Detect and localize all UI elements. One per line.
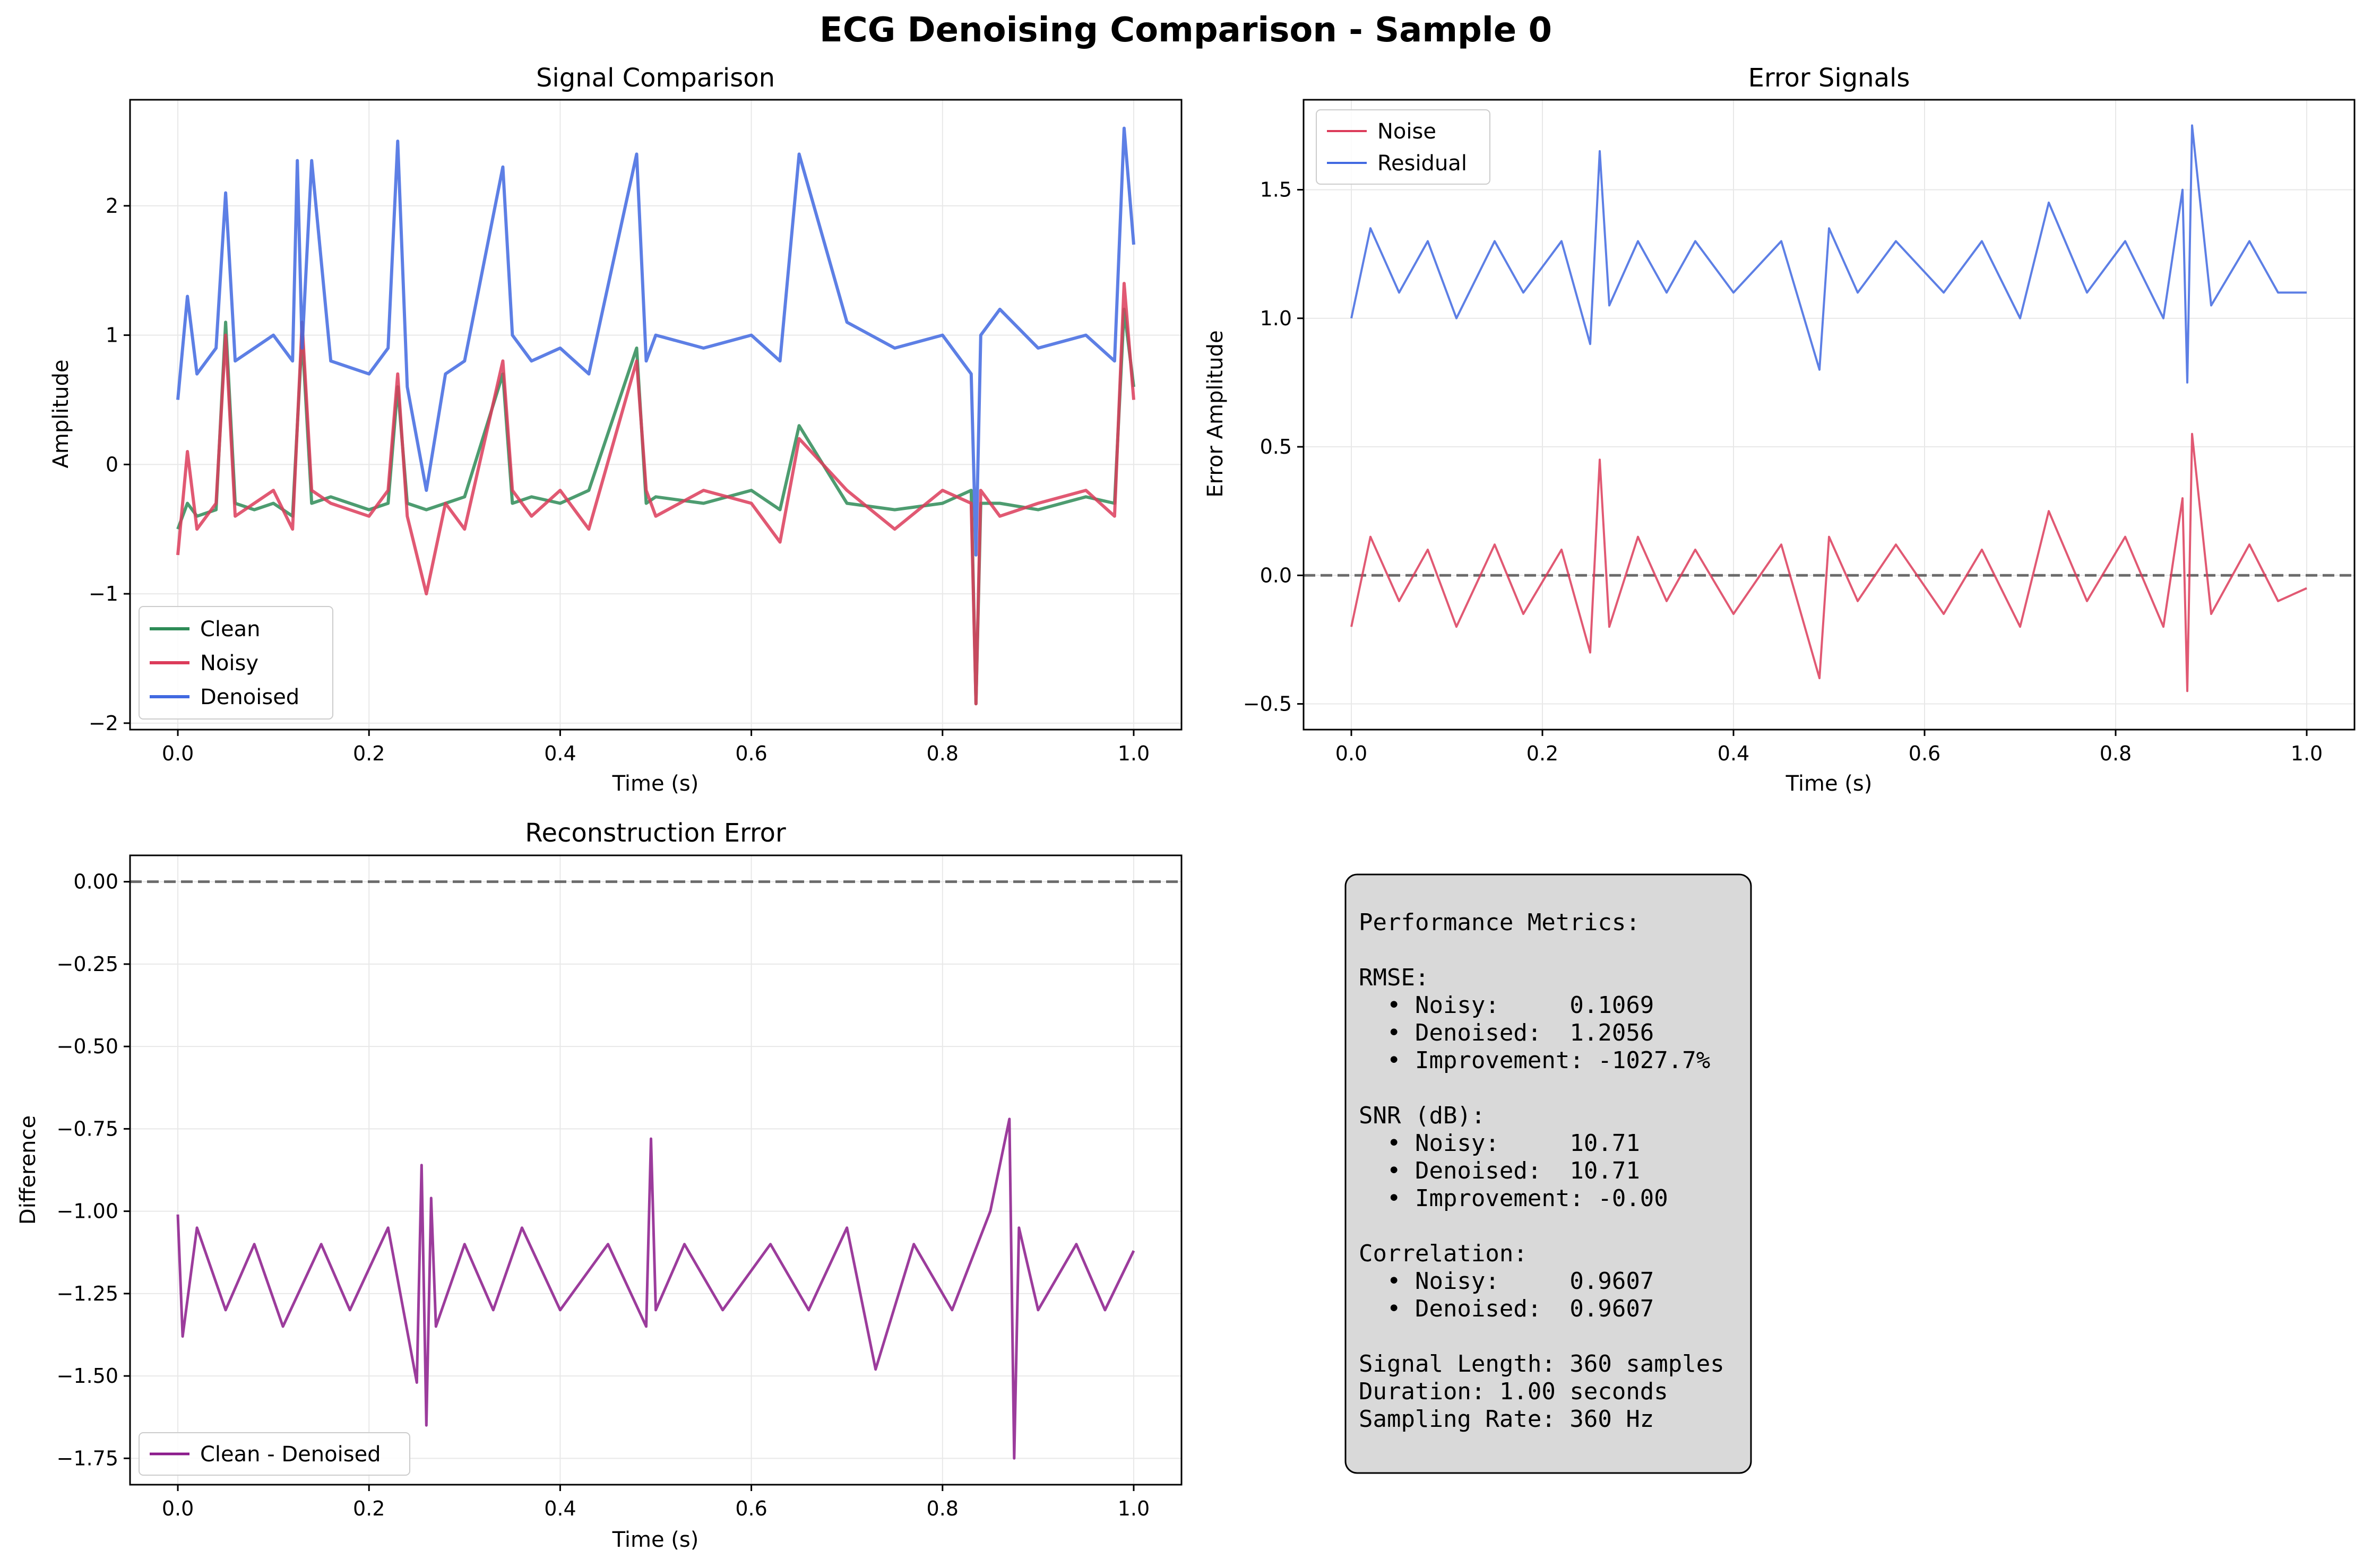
y-tick-label: 0.00 bbox=[73, 870, 118, 894]
y-tick-label: −1.50 bbox=[57, 1364, 118, 1388]
series-line bbox=[1350, 432, 2307, 692]
metrics-line: • Noisy: 0.1069 bbox=[1359, 992, 1654, 1019]
metrics-line: Performance Metrics: bbox=[1359, 909, 1640, 936]
error-signals-xlabel: Time (s) bbox=[1786, 772, 1873, 796]
figure-title: ECG Denoising Comparison - Sample 0 bbox=[820, 11, 1552, 50]
y-tick-label: 0.0 bbox=[1260, 564, 1292, 587]
y-tick-label: 1 bbox=[106, 324, 118, 347]
y-tick-label: −0.75 bbox=[57, 1117, 118, 1140]
legend-label: Noisy bbox=[200, 651, 258, 675]
series-line bbox=[1350, 124, 2307, 384]
y-tick-label: −0.50 bbox=[57, 1035, 118, 1058]
axes-frame bbox=[129, 854, 1183, 1486]
error-signals-title: Error Signals bbox=[1748, 63, 1910, 93]
legend-box bbox=[139, 606, 333, 720]
legend: Clean Noisy Denoised bbox=[139, 606, 333, 720]
x-tick-label: 0.6 bbox=[735, 742, 767, 765]
x-tick-label: 0.4 bbox=[544, 1497, 576, 1520]
y-tick-label: −2 bbox=[89, 712, 118, 735]
axes-frame bbox=[1303, 99, 2356, 731]
x-tick-label: 0.6 bbox=[735, 1497, 767, 1520]
y-tick-label: −1.00 bbox=[57, 1200, 118, 1223]
metrics-line: Sampling Rate: 360 Hz bbox=[1359, 1406, 1654, 1433]
y-tick-label: 1.5 bbox=[1260, 178, 1292, 202]
signal-comparison-xlabel: Time (s) bbox=[612, 772, 699, 796]
metrics-box bbox=[1344, 873, 1752, 1474]
metrics-line: • Noisy: 10.71 bbox=[1359, 1130, 1640, 1157]
x-tick-label: 1.0 bbox=[2291, 742, 2323, 765]
x-tick-label: 0.4 bbox=[544, 742, 576, 765]
series-line bbox=[176, 126, 1135, 557]
metrics-line: Signal Length: 360 samples bbox=[1359, 1350, 1724, 1378]
x-tick-label: 0.0 bbox=[162, 1497, 194, 1520]
x-tick-label: 1.0 bbox=[1118, 742, 1150, 765]
y-tick-label: −1 bbox=[89, 582, 118, 605]
x-tick-label: 0.4 bbox=[1718, 742, 1749, 765]
x-tick-label: 0.2 bbox=[353, 742, 385, 765]
grid bbox=[1304, 100, 2354, 730]
performance-metrics-panel: Performance Metrics: RMSE: • Noisy: 0.106… bbox=[1344, 873, 1752, 1474]
x-tick-label: 0.0 bbox=[162, 742, 194, 765]
series-line bbox=[176, 1117, 1135, 1460]
reconstruction-error-axes: Reconstruction Error Time (s) Difference… bbox=[16, 818, 1183, 1552]
x-tick-label: 1.0 bbox=[1118, 1497, 1150, 1520]
reconstruction-error-title: Reconstruction Error bbox=[525, 818, 786, 848]
x-tick-label: 0.8 bbox=[927, 1497, 959, 1520]
signal-comparison-ylabel: Amplitude bbox=[49, 360, 73, 469]
series-line bbox=[176, 282, 1135, 706]
y-tick-label: −1.25 bbox=[57, 1282, 118, 1305]
legend-label: Denoised bbox=[200, 685, 299, 709]
metrics-line: Correlation: bbox=[1359, 1240, 1528, 1267]
signal-comparison-title: Signal Comparison bbox=[536, 63, 775, 93]
x-tick-label: 0.6 bbox=[1909, 742, 1940, 765]
metrics-line: • Denoised: 10.71 bbox=[1359, 1157, 1640, 1184]
y-tick-label: 0 bbox=[106, 453, 118, 476]
metrics-line: • Noisy: 0.9607 bbox=[1359, 1268, 1654, 1295]
metrics-line: • Improvement: -1027.7% bbox=[1359, 1047, 1710, 1074]
metrics-line: RMSE: bbox=[1359, 964, 1429, 991]
axes-frame bbox=[129, 99, 1183, 731]
metrics-line: • Denoised: 0.9607 bbox=[1359, 1295, 1654, 1322]
y-tick-label: −0.25 bbox=[57, 952, 118, 976]
grid bbox=[130, 100, 1181, 730]
y-tick-label: 1.0 bbox=[1260, 307, 1292, 330]
metrics-line: • Improvement: -0.00 bbox=[1359, 1185, 1668, 1212]
x-tick-label: 0.2 bbox=[1526, 742, 1558, 765]
legend-label: Clean bbox=[200, 617, 261, 642]
reconstruction-error-xlabel: Time (s) bbox=[612, 1528, 699, 1552]
y-tick-label: 0.5 bbox=[1260, 435, 1292, 458]
error-signals-axes: Error Signals Time (s) Error Amplitude 0… bbox=[1203, 63, 2356, 796]
y-tick-label: 2 bbox=[106, 194, 118, 218]
metrics-line: • Denoised: 1.2056 bbox=[1359, 1019, 1654, 1046]
error-signals-ylabel: Error Amplitude bbox=[1203, 330, 1228, 497]
legend-box bbox=[1316, 109, 1490, 185]
legend-label: Residual bbox=[1377, 151, 1467, 176]
legend-label: Noise bbox=[1377, 119, 1436, 144]
x-tick-label: 0.8 bbox=[2100, 742, 2132, 765]
y-tick-label: −1.75 bbox=[57, 1446, 118, 1470]
legend: Clean - Denoised bbox=[139, 1432, 410, 1476]
x-tick-label: 0.0 bbox=[1335, 742, 1367, 765]
legend-box bbox=[139, 1432, 410, 1476]
y-tick-label: −0.5 bbox=[1243, 692, 1292, 716]
metrics-line: SNR (dB): bbox=[1359, 1102, 1485, 1129]
legend: Noise Residual bbox=[1316, 109, 1490, 185]
grid bbox=[130, 855, 1181, 1485]
x-tick-label: 0.8 bbox=[927, 742, 959, 765]
x-tick-label: 0.2 bbox=[353, 1497, 385, 1520]
metrics-line: Duration: 1.00 seconds bbox=[1359, 1378, 1668, 1405]
signal-comparison-axes: Signal Comparison Time (s) Amplitude 0.0… bbox=[49, 63, 1183, 796]
legend-label: Clean - Denoised bbox=[200, 1442, 381, 1467]
reconstruction-error-ylabel: Difference bbox=[16, 1115, 40, 1225]
